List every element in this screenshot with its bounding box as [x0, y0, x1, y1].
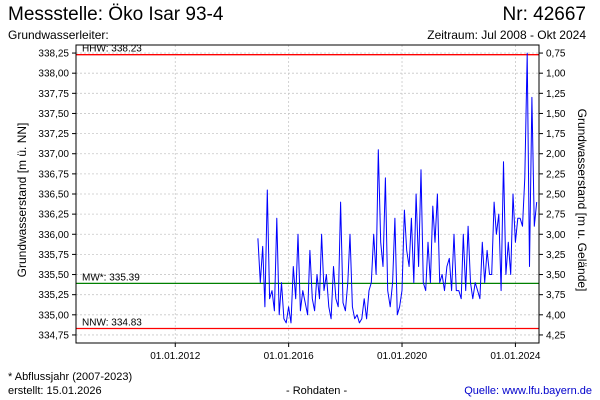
- y2-axis-label: Grundwasserstand [m u. Gelände]: [575, 109, 589, 292]
- y-tick-label: 336,25: [38, 210, 69, 221]
- y2-tick-label: 4,25: [546, 330, 566, 341]
- groundwater-level-series: [257, 52, 538, 324]
- mw-label: MW*: 335.39: [82, 272, 140, 283]
- created-date: erstellt: 15.01.2026: [8, 385, 102, 397]
- y2-tick-label: 0,75: [546, 49, 566, 60]
- x-tick-label: 01.01.2016: [264, 351, 314, 362]
- y-tick-label: 337,00: [38, 149, 69, 160]
- y2-tick-label: 2,50: [546, 190, 566, 201]
- source-link[interactable]: Quelle: www.lfu.bayern.de: [464, 385, 592, 397]
- y-axis-label: Grundwasserstand [m ü. NN]: [15, 123, 29, 278]
- y-tick-label: 336,75: [38, 169, 69, 180]
- y2-tick-label: 1,00: [546, 69, 566, 80]
- y-tick-label: 336,50: [38, 190, 69, 201]
- y2-tick-label: 2,75: [546, 210, 566, 221]
- y-tick-label: 335,25: [38, 290, 69, 301]
- chart-grid: [76, 45, 539, 343]
- station-number: Nr: 42667: [502, 4, 586, 25]
- nnw-label: NNW: 334.83: [82, 318, 142, 329]
- series-layer: [257, 52, 538, 324]
- y2-tick-label: 2,00: [546, 149, 566, 160]
- y2-tick-label: 3,75: [546, 290, 566, 301]
- tick-labels: 334,75 4,25 335,00 4,00 335,25 3,75 335,50 3,50…: [38, 49, 565, 362]
- page-title: Messstelle: Öko Isar 93-4: [8, 4, 224, 25]
- period-label: Zeitraum: Jul 2008 - Okt 2024: [427, 28, 586, 42]
- y-tick-label: 337,75: [38, 89, 69, 100]
- y-tick-label: 335,50: [38, 270, 69, 281]
- y-tick-label: 336,00: [38, 230, 69, 241]
- footnote: * Abflussjahr (2007-2023): [8, 371, 133, 383]
- y-tick-label: 334,75: [38, 330, 69, 341]
- y-tick-label: 335,75: [38, 250, 69, 261]
- plot-frame: [75, 44, 540, 344]
- x-tick-label: 01.01.2012: [150, 351, 200, 362]
- y-tick-label: 337,25: [38, 129, 69, 140]
- raw-data-label: - Rohdaten -: [286, 385, 348, 397]
- aquifer-label: Grundwasserleiter:: [8, 28, 109, 42]
- y2-tick-label: 3,00: [546, 230, 566, 241]
- x-tick-label: 01.01.2020: [377, 351, 427, 362]
- y2-tick-label: 1,50: [546, 109, 566, 120]
- y-tick-label: 337,50: [38, 109, 69, 120]
- y2-tick-label: 4,00: [546, 310, 566, 321]
- y2-tick-label: 1,75: [546, 129, 566, 140]
- y-tick-label: 338,00: [38, 69, 69, 80]
- x-tick-label: 01.01.2024: [490, 351, 540, 362]
- y-tick-label: 335,00: [38, 310, 69, 321]
- y-tick-label: 338,25: [38, 49, 69, 60]
- y2-tick-label: 3,50: [546, 270, 566, 281]
- y2-tick-label: 3,25: [546, 250, 566, 261]
- chart-axes: [72, 44, 543, 347]
- y2-tick-label: 1,25: [546, 89, 566, 100]
- reference-lines: HHW: 338.23 MW*: 335.39 NNW: 334.83: [76, 44, 539, 330]
- y2-tick-label: 2,25: [546, 169, 566, 180]
- hhw-label: HHW: 338.23: [82, 44, 142, 55]
